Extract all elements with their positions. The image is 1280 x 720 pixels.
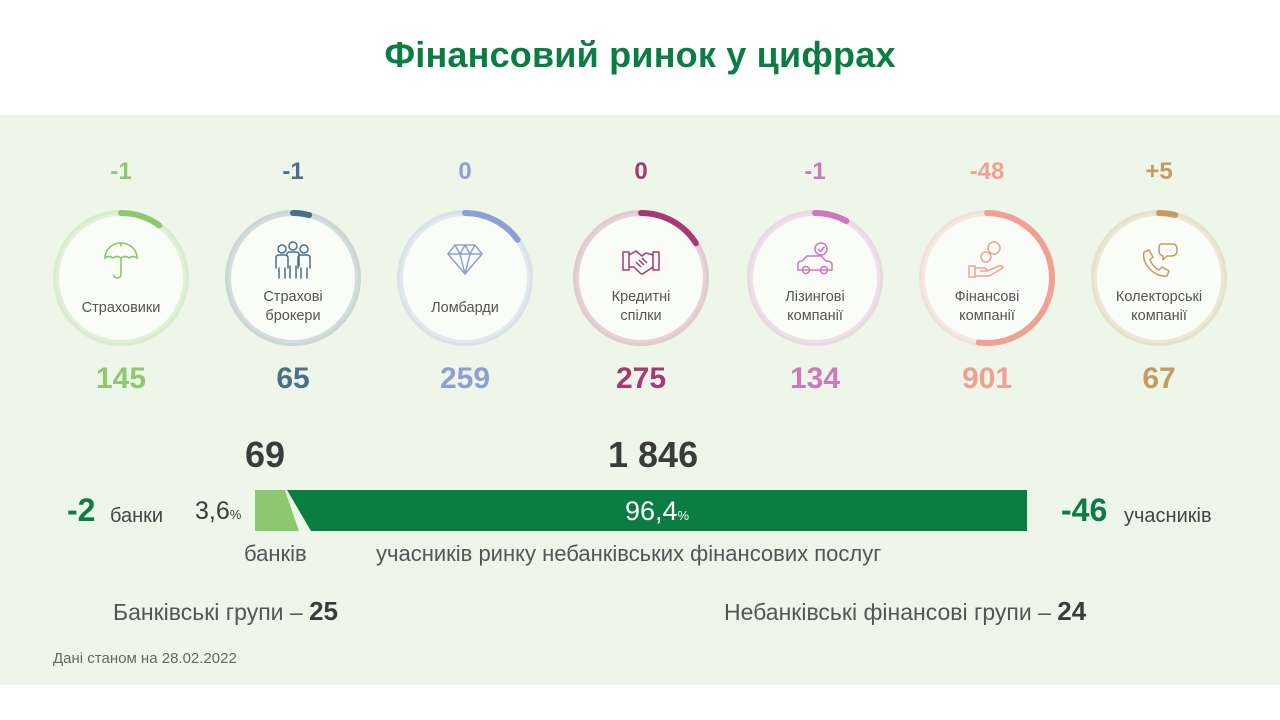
category-label: Колекторські компанії	[1115, 289, 1203, 324]
category-label: Страхові брокери	[263, 289, 323, 324]
car-icon	[797, 242, 833, 275]
ring-progress-arc	[397, 210, 533, 346]
nonbank-label: учасників ринку небанківських фінансових…	[376, 541, 882, 566]
handshake-icon	[622, 250, 660, 275]
category-delta: 0	[634, 158, 648, 185]
banks-share: 3,6%	[195, 497, 242, 525]
ring-progress-arc	[1091, 210, 1227, 346]
category-ring	[919, 210, 1055, 346]
category-count: 259	[439, 362, 491, 395]
category-delta: -48	[969, 158, 1005, 185]
category-delta: +5	[1145, 158, 1173, 185]
nonbank-groups: Небанківські фінансові групи – 24	[724, 596, 1087, 626]
category-label: Страховики	[81, 300, 161, 316]
category-delta: -1	[804, 158, 826, 185]
banks-label: банків	[244, 541, 307, 566]
phone-chat-icon	[1142, 243, 1178, 277]
category-count: 275	[615, 362, 667, 395]
umbrella-icon	[104, 242, 138, 279]
ring-progress-arc	[53, 210, 189, 346]
nonbank-share: 96,4%	[624, 496, 690, 526]
category-ring	[1091, 210, 1227, 346]
category-ring	[53, 210, 189, 346]
category-count: 65	[276, 362, 310, 395]
nonbank-share-bar	[287, 490, 1027, 531]
category-delta: 0	[458, 158, 472, 185]
category-label: Ломбарди	[431, 300, 499, 316]
category-count: 67	[1142, 362, 1176, 395]
category-label: Кредитні спілки	[611, 289, 671, 324]
banks-change-label: банки	[110, 505, 164, 527]
banks-count: 69	[245, 434, 286, 475]
page-title: Фінансовий ринок у цифрах	[384, 34, 896, 75]
category-count: 901	[961, 362, 1013, 395]
category-label: Лізингові компанії	[785, 289, 845, 324]
category-count: 134	[789, 362, 841, 395]
nonbank-count: 1 846	[608, 434, 699, 475]
category-delta: -1	[282, 158, 304, 185]
nonbank-change: -46	[1061, 492, 1108, 528]
category-ring	[225, 210, 361, 346]
ring-progress-arc	[225, 210, 361, 346]
data-date-note: Дані станом на 28.02.2022	[53, 650, 237, 667]
category-count: 145	[95, 362, 147, 395]
ring-progress-arc	[747, 210, 883, 346]
diamond-icon	[447, 244, 483, 275]
people-group-icon	[275, 241, 311, 279]
ring-progress-arc	[573, 210, 709, 346]
bank-groups: Банківські групи – 25	[113, 596, 338, 626]
category-ring	[397, 210, 533, 346]
nonbank-change-label: учасників	[1124, 505, 1212, 527]
category-ring	[747, 210, 883, 346]
ring-progress-arc	[919, 210, 1055, 346]
category-ring	[573, 210, 709, 346]
stats-panel	[0, 115, 1280, 685]
category-delta: -1	[110, 158, 132, 185]
hand-coins-icon	[968, 241, 1004, 278]
banks-change: -2	[67, 492, 96, 528]
category-label: Фінансові компанії	[954, 289, 1020, 324]
